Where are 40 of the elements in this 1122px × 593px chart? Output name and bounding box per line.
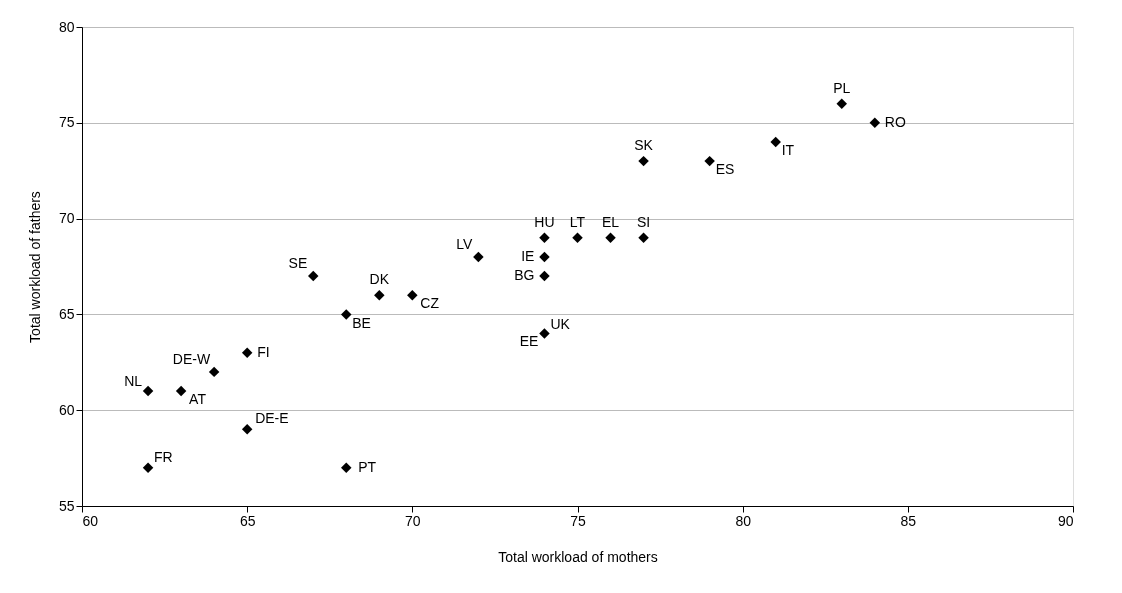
y-tick-label: 70 bbox=[58, 210, 75, 227]
annotation: DE-W bbox=[172, 350, 211, 367]
annotation: EL bbox=[601, 213, 620, 230]
annotation: DE-E bbox=[255, 410, 289, 427]
annotation: EE bbox=[519, 332, 539, 349]
annotation: FR bbox=[154, 448, 173, 465]
y-tick-label: 75 bbox=[58, 114, 75, 131]
x-tick-label: 80 bbox=[735, 512, 752, 529]
annotation: ES bbox=[715, 161, 735, 178]
annotation: PL bbox=[833, 79, 851, 96]
x-tick-label: 60 bbox=[82, 512, 99, 529]
annotation: UK bbox=[550, 315, 571, 332]
annotation: FI bbox=[257, 343, 270, 360]
x-tick-label: 65 bbox=[239, 512, 256, 529]
x-tick-label: 75 bbox=[570, 512, 586, 529]
y-tick-label: 65 bbox=[58, 305, 75, 322]
annotation: SI bbox=[636, 213, 651, 230]
annotation: HU bbox=[534, 213, 555, 230]
annotation: LT bbox=[569, 213, 586, 230]
y-tick-label: 60 bbox=[58, 401, 75, 418]
x-tick-label: 85 bbox=[900, 512, 917, 529]
y-tick-label: 55 bbox=[58, 497, 75, 514]
y-tick-label: 80 bbox=[58, 18, 75, 35]
annotation: BG bbox=[514, 267, 535, 284]
annotation: BE bbox=[352, 315, 371, 332]
annotation: SE bbox=[288, 255, 308, 272]
annotation: CZ bbox=[420, 295, 440, 312]
y-axis-title: Total workload of fathers bbox=[26, 191, 43, 343]
annotation: IE bbox=[521, 247, 535, 264]
annotation: SK bbox=[634, 137, 654, 154]
annotation: DK bbox=[369, 271, 390, 288]
annotation: IT bbox=[781, 141, 795, 158]
annotation: PT bbox=[358, 458, 377, 475]
annotation: AT bbox=[189, 391, 207, 408]
annotation: LV bbox=[456, 235, 474, 252]
x-tick-label: 70 bbox=[405, 512, 421, 529]
x-axis-title: Total workload of mothers bbox=[498, 548, 658, 565]
annotation: NL bbox=[124, 373, 143, 390]
annotation: RO bbox=[884, 113, 906, 130]
x-tick-label: 90 bbox=[1057, 512, 1074, 529]
